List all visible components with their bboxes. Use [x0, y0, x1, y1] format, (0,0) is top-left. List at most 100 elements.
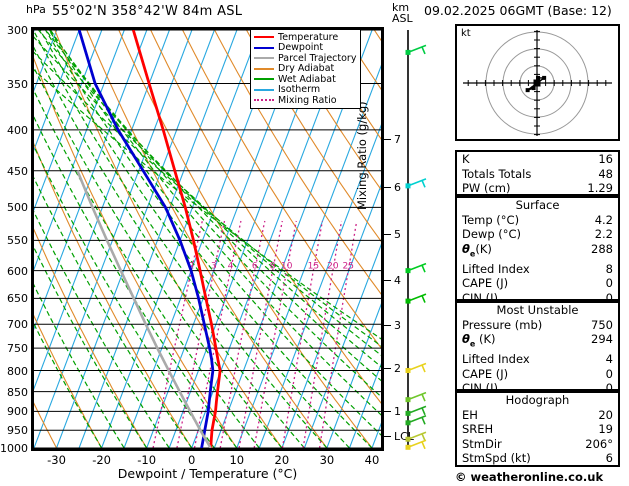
- temperature-tick-label: 30: [319, 453, 335, 467]
- altitude-tick-label: 1: [394, 404, 401, 418]
- table-row-label: StmDir: [462, 436, 502, 451]
- pressure-tick-label: 750: [7, 342, 28, 356]
- table-row-value: 750: [591, 317, 613, 332]
- table-row-value: 20: [598, 407, 613, 422]
- table-row-value: 4.2: [594, 212, 613, 227]
- temperature-tick-label: -20: [92, 453, 111, 467]
- hodograph-svg: [463, 13, 612, 153]
- table-heading: Hodograph: [505, 393, 570, 407]
- legend-label: Mixing Ratio: [278, 94, 337, 106]
- table-row-label: StmSpd (kt): [462, 451, 531, 466]
- hodograph-point: [542, 75, 547, 80]
- legend-swatch: [254, 57, 274, 60]
- altitude-tick-label: 4: [394, 273, 401, 287]
- isotherm-line: [236, 64, 381, 448]
- altitude-tick-label: 3: [394, 318, 401, 332]
- table-row: Totals Totals 48: [457, 167, 618, 182]
- altitude-tick-mark: [384, 435, 391, 437]
- isotherm-line: [281, 183, 381, 448]
- mixing-ratio-line: [302, 220, 343, 448]
- legend-item: Wet Adiabat: [254, 74, 356, 85]
- legend-swatch: [254, 99, 274, 102]
- pressure-tick-label: 550: [7, 234, 28, 248]
- profile-parcel-trajectory: [76, 170, 212, 448]
- legend-label: Wet Adiabat: [278, 73, 336, 85]
- table-row-label: CAPE (J): [462, 276, 509, 291]
- table-row-value: 0: [605, 366, 613, 381]
- hodograph-plot: kt: [455, 13, 620, 153]
- wind-barb-flag: [421, 433, 426, 442]
- table-row-label: Lifted Index: [462, 261, 530, 276]
- dry-adiabat-line: [34, 402, 57, 448]
- table-row-value: 0: [605, 290, 613, 305]
- wind-barb-flag: [421, 295, 426, 303]
- wind-barb-shaft: [407, 415, 427, 424]
- legend-swatch: [254, 36, 274, 39]
- wind-barb-svg: [405, 30, 427, 450]
- mixing-ratio-label: 3: [211, 262, 217, 272]
- mixing-ratio-line: [193, 220, 242, 448]
- table-row-value: 294: [591, 332, 613, 347]
- wind-barb-shaft: [407, 391, 427, 401]
- hodograph-point: [525, 88, 530, 93]
- wind-barb-point: [405, 49, 411, 55]
- wind-barb-flag: [421, 264, 426, 273]
- legend-item: Isotherm: [254, 85, 356, 96]
- wind-barb-shaft: [407, 362, 427, 372]
- table-row: EH 20: [457, 408, 618, 423]
- indices-table: K 16 Totals Totals 48 PW (cm) 1.29: [455, 150, 620, 196]
- altitude-tick-mark: [384, 410, 391, 412]
- dry-adiabat-line: [278, 30, 381, 191]
- pressure-tick-label: 500: [7, 201, 28, 215]
- temperature-tick-label: 10: [229, 453, 245, 467]
- dry-adiabat-line: [214, 30, 381, 295]
- mixing-ratio-label: 4: [228, 262, 234, 272]
- x-axis-title: Dewpoint / Temperature (°C): [117, 466, 298, 481]
- table-row-value: 48: [598, 166, 613, 181]
- mixing-ratio-label: 6: [252, 262, 258, 272]
- pressure-tick-label: 800: [7, 364, 28, 378]
- temperature-tick-label: 20: [274, 453, 290, 467]
- wind-barb-shaft: [407, 178, 427, 187]
- profile-dewpoint: [77, 30, 215, 448]
- table-row-value: 2.2: [594, 227, 613, 242]
- table-row: Dewp (°C) 2.2: [457, 227, 618, 242]
- pressure-tick-label: 400: [7, 123, 28, 137]
- table-row: CAPE (J) 0: [457, 276, 618, 291]
- altitude-tick-mark: [384, 368, 391, 370]
- pressure-tick-label: 900: [7, 405, 28, 419]
- temperature-tick-label: -30: [47, 453, 66, 467]
- table-row: PW (cm) 1.29: [457, 181, 618, 196]
- wind-barb-flag: [421, 364, 426, 373]
- table-row: Lifted Index 8: [457, 262, 618, 277]
- altitude-tick-label: 6: [394, 181, 401, 195]
- table-row-value: 6: [605, 451, 613, 466]
- isotherm-line: [326, 303, 381, 448]
- legend-item: Parcel Trajectory: [254, 53, 356, 64]
- wind-barb-shaft: [407, 293, 427, 302]
- isotherm-line: [348, 363, 381, 448]
- table-row-label: θe(K): [462, 241, 492, 259]
- wind-barb-flag: [421, 180, 426, 188]
- wind-barb-flag: [421, 441, 426, 450]
- mixing-ratio-line: [318, 220, 358, 448]
- wet-adiabat-line: [34, 210, 170, 448]
- wet-adiabat-line: [34, 322, 103, 448]
- table-row: CAPE (J) 0: [457, 367, 618, 382]
- table-row: Lifted Index 4: [457, 352, 618, 367]
- isotherm-line: [34, 30, 125, 271]
- wet-adiabat-line: [39, 30, 350, 448]
- wet-adiabat-line: [34, 46, 305, 448]
- hodograph-unit-label: kt: [461, 28, 471, 39]
- wind-barb-shaft: [407, 262, 427, 272]
- legend-swatch: [254, 67, 274, 70]
- copyright-notice: © weatheronline.co.uk: [455, 470, 604, 484]
- table-row-value: 8: [605, 261, 613, 276]
- table-row-value: 4: [605, 352, 613, 367]
- altitude-tick-mark: [384, 234, 391, 236]
- altitude-unit-km: km: [392, 1, 410, 14]
- altitude-unit-asl: ASL: [392, 12, 413, 25]
- wind-barb-shaft: [407, 44, 427, 54]
- pressure-tick-label: 600: [7, 264, 28, 278]
- wet-adiabat-line: [34, 145, 215, 448]
